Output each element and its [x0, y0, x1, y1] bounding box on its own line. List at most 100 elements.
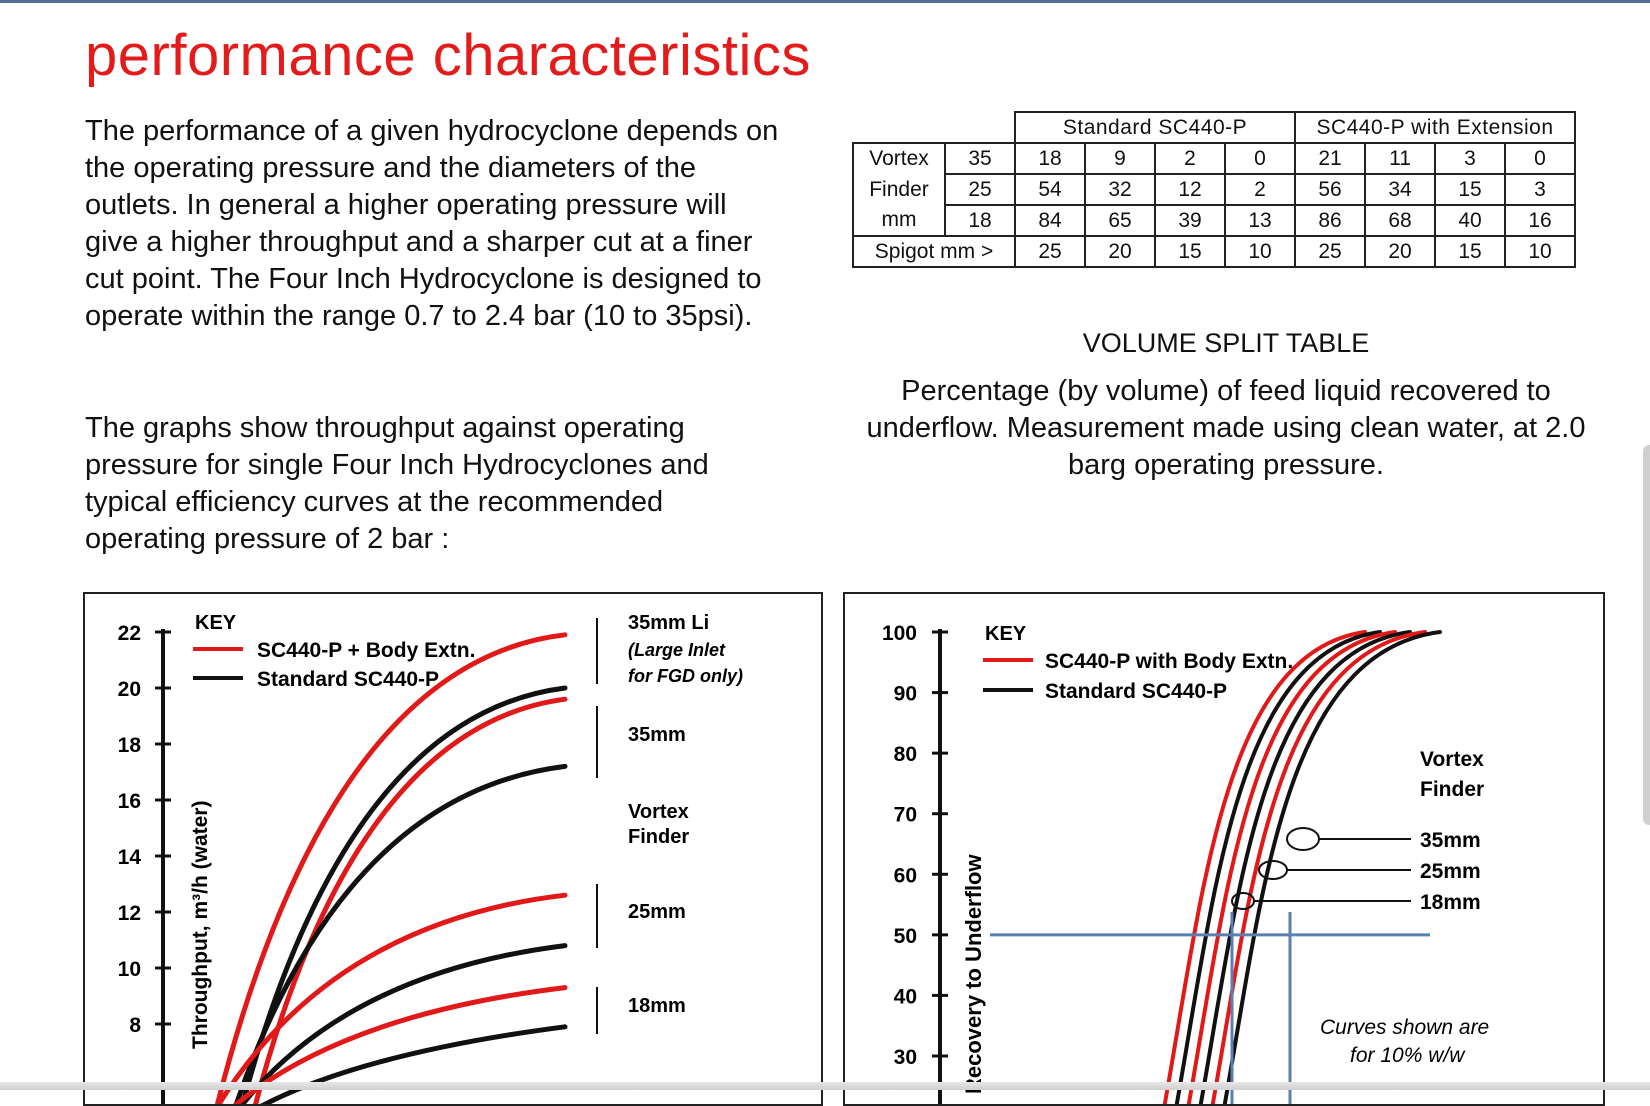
page-title: performance characteristics: [85, 23, 811, 88]
key-title: KEY: [985, 623, 1027, 645]
y-tick-label: 80: [894, 743, 917, 766]
table-cell: 32: [1084, 173, 1156, 206]
y-tick-label: 60: [894, 864, 917, 887]
volume-split-table: Standard SC440-P SC440-P with Extension …: [852, 111, 1576, 268]
y-axis-label: Recovery to Underflow: [961, 854, 986, 1094]
legend-label-standard: Standard SC440-P: [1045, 680, 1227, 703]
marker-35mm: [1286, 827, 1320, 851]
efficiency-curve: [1174, 630, 1382, 1104]
volume-split-caption: VOLUME SPLIT TABLE: [1082, 328, 1370, 358]
side-label-35mm-li: 35mm Li: [628, 612, 709, 634]
vortex-finder-size: 35: [944, 142, 1016, 175]
y-tick-label: 22: [118, 622, 141, 645]
marker-25mm: [1258, 860, 1288, 880]
y-tick-label: 8: [129, 1014, 141, 1037]
throughput-chart: 8 10 12 14 16 18 20 22 Throughput, m³/h (water)…: [83, 592, 823, 1106]
legend-label-standard: Standard SC440-P: [257, 668, 439, 691]
group-standard-header: Standard SC440-P: [1014, 111, 1296, 144]
spigot-size: 25: [1014, 235, 1086, 268]
row-label: Finder: [852, 174, 945, 205]
curve-35mm-standard: [240, 685, 568, 1104]
table-cell: 3: [1434, 142, 1506, 175]
y-tick-label: 40: [894, 985, 917, 1008]
table-cell: 3: [1504, 173, 1576, 206]
y-tick-label: 12: [118, 902, 141, 925]
table-row: Vortex 35 18 9 2 0 21 11 3 0: [852, 142, 1576, 175]
spigot-size: 15: [1154, 235, 1226, 268]
table-header-row: Standard SC440-P SC440-P with Extension: [853, 111, 1576, 144]
table-cell: 65: [1084, 204, 1156, 237]
side-label-18mm: 18mm: [628, 995, 686, 1017]
spigot-label: Spigot mm >: [852, 235, 1016, 268]
size-label-18mm: 18mm: [1420, 891, 1481, 914]
size-label-25mm: 25mm: [1420, 860, 1481, 883]
y-tick-label: 100: [882, 622, 917, 645]
top-rule: [0, 0, 1650, 3]
group-extension-header: SC440-P with Extension: [1294, 111, 1576, 144]
table-cell: 2: [1154, 142, 1226, 175]
spigot-size: 10: [1224, 235, 1296, 268]
y-tick-label: 20: [118, 678, 141, 701]
row-label: mm: [852, 205, 945, 237]
legend-label-extension: SC440-P + Body Extn.: [257, 639, 475, 662]
y-tick-label: 16: [118, 790, 141, 813]
table-cell: 0: [1504, 142, 1576, 175]
side-label-25mm: 25mm: [628, 901, 686, 923]
spigot-size: 15: [1434, 235, 1506, 268]
y-axis-label: Throughput, m³/h (water): [189, 801, 212, 1049]
curve-25mm-extension: [216, 892, 568, 1104]
recovery-chart: 30 40 50 60 70 80 90 100 Recovery to Underflow …: [843, 592, 1605, 1106]
vortex-label: Vortex: [1420, 748, 1484, 771]
table-row: Finder 25 54 32 12 2 56 34 15 3: [852, 173, 1576, 206]
y-tick-label: 70: [894, 804, 917, 827]
table-cell: 2: [1224, 173, 1296, 206]
throughput-chart-svg: 8 10 12 14 16 18 20 22 Throughput, m³/h (water)…: [118, 612, 743, 1104]
note-line-1: Curves shown are: [1320, 1016, 1489, 1039]
table-row: mm 18 84 65 39 13 86 68 40 16: [852, 204, 1576, 237]
table-cell: 0: [1224, 142, 1296, 175]
efficiency-curve: [1210, 630, 1427, 1104]
efficiency-curve: [1162, 630, 1367, 1104]
side-label-fgd-only: for FGD only): [628, 666, 743, 686]
table-cell: 56: [1294, 173, 1366, 206]
efficiency-curve: [1198, 630, 1412, 1104]
curve-25mm-standard: [239, 943, 568, 1104]
key-title: KEY: [195, 612, 237, 634]
table-cell: 54: [1014, 173, 1086, 206]
table-cell: 34: [1364, 173, 1436, 206]
table-cell: 68: [1364, 204, 1436, 237]
page-bottom-shadow: [0, 1082, 1650, 1090]
legend-label-extension: SC440-P with Body Extn.: [1045, 650, 1293, 673]
y-tick-label: 90: [894, 683, 917, 706]
intro-paragraph-1: The performance of a given hydrocyclone …: [85, 115, 779, 332]
y-tick-label: 18: [118, 734, 142, 757]
table-cell: 39: [1154, 204, 1226, 237]
table-row-spigot: Spigot mm > 25 20 15 10 25 20 15 10: [852, 235, 1576, 268]
vortex-finder-size: 18: [944, 204, 1016, 237]
side-label-vortex: Vortex: [628, 801, 689, 823]
table-cell: 13: [1224, 204, 1296, 237]
vortex-finder-size: 25: [944, 173, 1016, 206]
spigot-size: 25: [1294, 235, 1366, 268]
spigot-size: 20: [1364, 235, 1436, 268]
volume-split-description: Percentage (by volume) of feed liquid re…: [866, 375, 1586, 481]
table-cell: 9: [1084, 142, 1156, 175]
size-label-35mm: 35mm: [1420, 829, 1481, 852]
table-cell: 84: [1014, 204, 1086, 237]
row-label: Vortex: [852, 142, 945, 174]
table-corner: [853, 112, 1015, 143]
table-cell: 16: [1504, 204, 1576, 237]
spigot-size: 20: [1084, 235, 1156, 268]
table-cell: 86: [1294, 204, 1366, 237]
y-tick-label: 50: [894, 925, 917, 948]
note-line-2: for 10% w/w: [1350, 1044, 1466, 1067]
curve-35mm-standard: [233, 763, 568, 1104]
table-cell: 12: [1154, 173, 1226, 206]
side-scroll-tab[interactable]: [1643, 445, 1650, 825]
side-label-35mm: 35mm: [628, 724, 686, 746]
efficiency-curve: [1222, 630, 1442, 1104]
spigot-size: 10: [1504, 235, 1576, 268]
y-tick-label: 30: [894, 1046, 917, 1069]
table-cell: 40: [1434, 204, 1506, 237]
